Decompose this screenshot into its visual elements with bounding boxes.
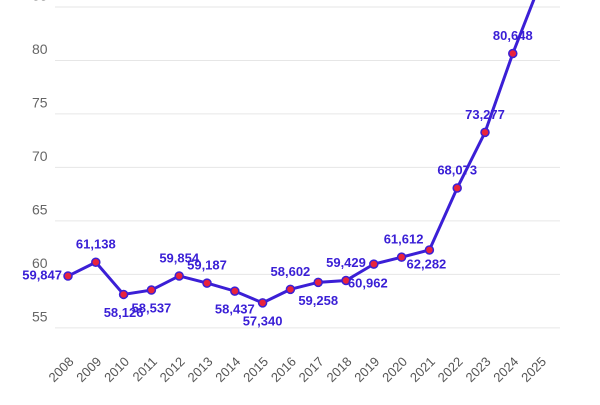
marker	[146, 285, 157, 295]
marker	[91, 257, 101, 267]
x-tick-label: 2017	[296, 354, 327, 385]
marker	[230, 286, 240, 296]
marker	[508, 48, 518, 59]
x-tick-label: 2015	[240, 354, 271, 385]
x-tick-label: 2011	[130, 354, 160, 384]
marker	[313, 277, 323, 288]
marker	[174, 271, 184, 281]
x-tick-label: 2008	[45, 354, 76, 385]
value-label: 58,537	[132, 300, 172, 315]
value-label: 61,138	[76, 237, 116, 252]
value-label: 59,854	[159, 250, 200, 265]
x-tick-label: 2021	[407, 354, 438, 385]
value-label: 58,126	[104, 305, 144, 320]
marker	[257, 298, 268, 308]
value-label: 68,073	[437, 162, 477, 177]
marker	[118, 289, 129, 300]
marker	[285, 284, 296, 295]
x-tick-label: 2012	[157, 354, 188, 385]
value-label: 62,282	[407, 256, 447, 271]
value-label: 59,847	[22, 267, 62, 282]
x-tick-label: 2013	[184, 354, 215, 385]
x-tick-label: 2020	[379, 354, 410, 385]
x-tick-label: 2022	[435, 354, 466, 385]
value-label: 80,648	[493, 28, 533, 43]
value-label: 59,429	[326, 255, 366, 270]
marker	[452, 183, 462, 193]
marker	[202, 278, 212, 288]
x-tick-label: 2014	[212, 354, 243, 385]
value-label: 57,340	[243, 313, 283, 328]
plot-area	[63, 0, 536, 308]
value-label: 73,277	[465, 107, 505, 122]
y-tick-label: 65	[32, 202, 48, 218]
x-tick-label: 2019	[351, 354, 382, 385]
value-label: 59,187	[187, 258, 227, 273]
marker	[63, 271, 73, 281]
value-label: 58,437	[215, 302, 255, 317]
marker	[341, 275, 351, 286]
x-tick-label: 2025	[518, 354, 549, 385]
y-tick-label: 80	[32, 41, 48, 57]
x-tick-label: 2018	[323, 354, 354, 385]
y-tick-label: 75	[32, 95, 48, 111]
value-label: 60,962	[348, 276, 388, 291]
marker	[396, 252, 407, 262]
x-tick-label: 2010	[101, 354, 132, 385]
marker	[480, 127, 490, 138]
value-label: 61,612	[384, 232, 424, 247]
x-tick-label: 2024	[490, 354, 521, 385]
marker	[369, 259, 379, 269]
value-label: 59,258	[298, 293, 338, 308]
x-tick-label: 2009	[73, 354, 104, 385]
x-tick-label: 2023	[462, 354, 493, 385]
y-tick-label: 85	[32, 0, 48, 4]
y-tick-label: 60	[32, 255, 48, 271]
x-tick-label: 2016	[268, 354, 299, 385]
value-label: 58,602	[271, 264, 311, 279]
y-tick-label: 70	[32, 148, 48, 164]
line	[67, 0, 536, 305]
y-tick-label: 55	[32, 309, 48, 325]
marker	[424, 245, 435, 255]
